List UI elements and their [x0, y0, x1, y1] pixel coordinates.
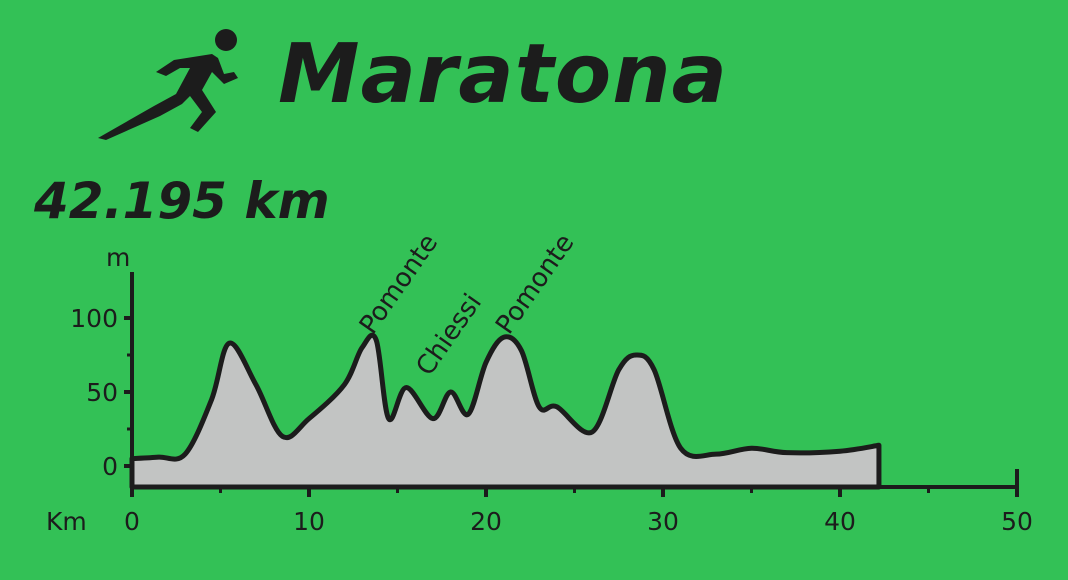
- elevation-area: [129, 332, 882, 490]
- x-tick-label: 20: [470, 507, 502, 536]
- x-tick-label: 10: [293, 507, 325, 536]
- y-tick-label: 50: [86, 378, 118, 407]
- y-tick-label: 0: [102, 452, 118, 481]
- x-tick-label: 30: [647, 507, 679, 536]
- runner-icon: [94, 24, 244, 142]
- distance-label: 42.195 km: [34, 172, 330, 230]
- x-tick-label: 40: [824, 507, 856, 536]
- y-axis-label: m: [106, 243, 130, 272]
- place-annotation: Pomonte: [354, 229, 444, 340]
- x-axis-label: Km: [46, 507, 87, 536]
- x-tick-label: 0: [124, 507, 140, 536]
- y-tick-label: 100: [70, 304, 118, 333]
- place-annotation: Pomonte: [490, 229, 580, 340]
- page-title: Maratona: [278, 27, 728, 122]
- x-tick-label: 50: [1001, 507, 1033, 536]
- place-annotation: Chiessi: [411, 289, 488, 382]
